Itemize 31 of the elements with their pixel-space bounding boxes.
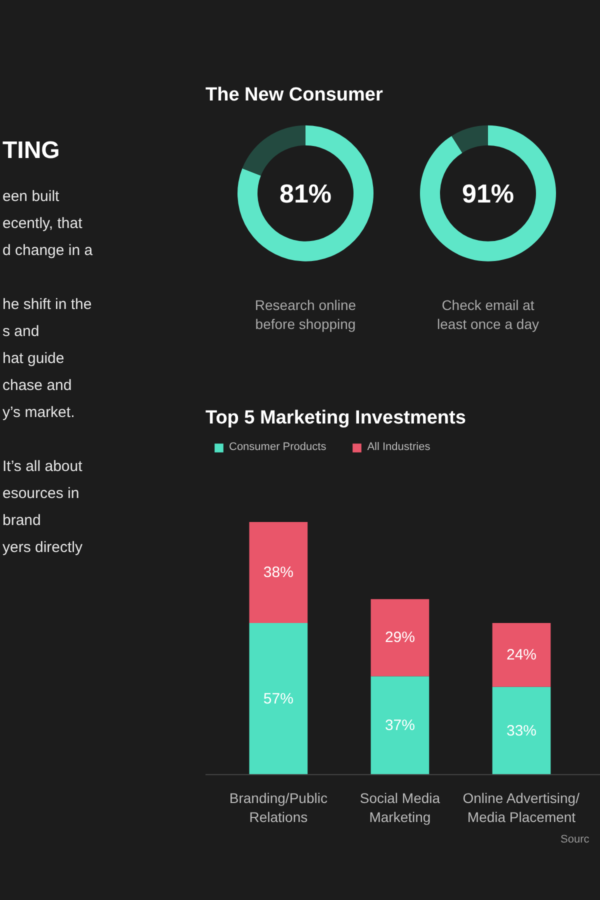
data-label: 81% xyxy=(279,178,332,208)
x-tick-label: Online Advertising/ Media Placement xyxy=(462,790,580,826)
data-label: 24% xyxy=(506,646,537,664)
text: hat guide xyxy=(2,350,64,367)
x-tick-label: Branding/Public Relations xyxy=(229,790,328,826)
text: brand xyxy=(2,512,41,529)
text: chase and xyxy=(2,377,72,394)
chart-title: Top 5 Marketing Investments xyxy=(206,408,466,428)
text: Sourc xyxy=(560,834,590,846)
data-label: 29% xyxy=(384,629,415,646)
data-label: 91% xyxy=(462,178,514,208)
text: TING xyxy=(2,137,60,164)
text: ecently, that xyxy=(2,215,84,232)
legend-label: All Industries xyxy=(367,441,430,453)
data-label: 33% xyxy=(506,722,537,740)
chart-title: The New Consumer xyxy=(206,84,384,106)
text: It’s all about xyxy=(2,458,84,475)
text: d change in a xyxy=(2,242,94,259)
data-label: 38% xyxy=(263,564,294,581)
text: een built xyxy=(2,188,60,205)
x-tick-label: Social Media Marketing xyxy=(360,790,440,826)
text: s and xyxy=(2,323,40,340)
text: Check email at least once a day xyxy=(437,296,539,332)
text: esources in xyxy=(2,485,80,502)
data-label: 57% xyxy=(263,690,294,708)
text: he shift in the xyxy=(2,296,92,313)
text: y’s market. xyxy=(2,404,75,421)
text: Research online before shopping xyxy=(254,296,356,332)
legend-label: Consumer Products xyxy=(229,441,326,453)
text: yers directly xyxy=(2,539,84,556)
data-label: 37% xyxy=(384,716,415,734)
